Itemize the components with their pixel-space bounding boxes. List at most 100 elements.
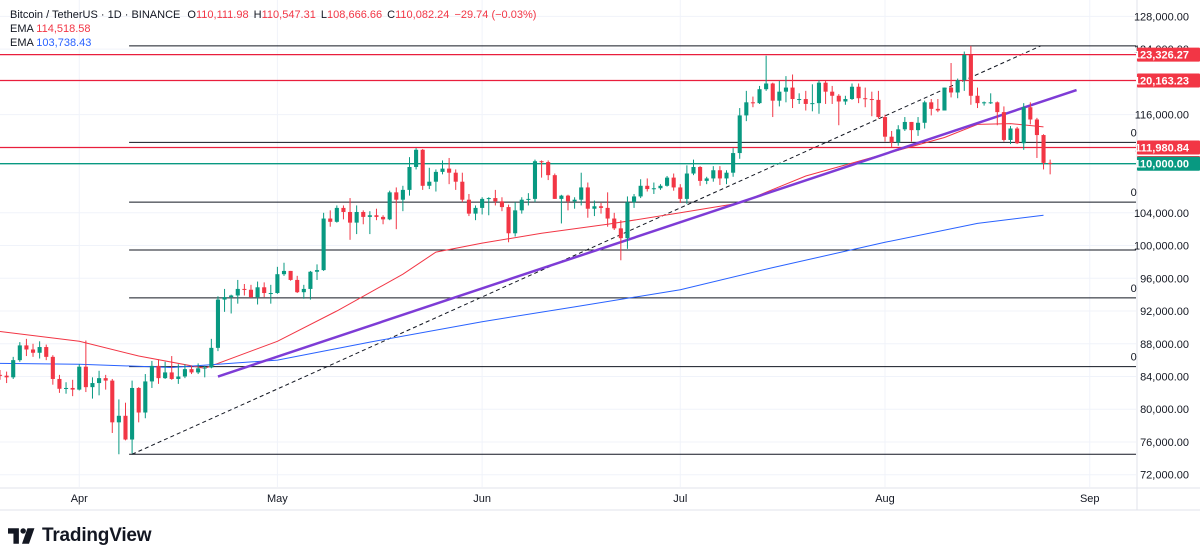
candle-body <box>810 103 815 105</box>
candle <box>790 74 795 109</box>
candle-body <box>24 345 29 350</box>
candle <box>598 202 604 214</box>
tradingview-brand[interactable]: TradingView <box>8 525 152 547</box>
candle <box>618 220 623 261</box>
candle <box>770 82 775 118</box>
candle <box>37 341 42 359</box>
candle-body <box>929 102 934 109</box>
candle <box>592 200 597 217</box>
candles <box>0 45 1053 455</box>
candle <box>863 87 868 108</box>
candle <box>1034 117 1039 158</box>
candle <box>962 51 967 91</box>
candle <box>783 76 789 103</box>
candle <box>367 211 372 235</box>
ema-50-row[interactable]: EMA 114,518.58 <box>10 22 536 36</box>
candle <box>473 205 478 221</box>
candle <box>44 344 49 361</box>
candle-body <box>645 185 650 190</box>
candle <box>691 159 696 176</box>
ema-200-line <box>0 214 1044 369</box>
candle <box>466 193 471 217</box>
candle <box>757 85 762 104</box>
candle <box>301 284 306 299</box>
candle-body <box>618 228 623 239</box>
candle <box>136 387 141 423</box>
candle-body <box>288 270 293 280</box>
candle-body <box>242 288 247 290</box>
candle <box>935 99 940 113</box>
candle <box>235 279 240 304</box>
candle-body <box>30 349 36 353</box>
candle <box>849 83 855 100</box>
candle-body <box>453 172 458 182</box>
candle <box>803 90 808 111</box>
candle <box>889 130 894 148</box>
candle <box>116 399 121 455</box>
candle <box>4 371 9 384</box>
candle-body <box>823 82 828 92</box>
candle <box>1028 102 1033 125</box>
candle <box>942 87 947 111</box>
candle-body <box>612 218 617 229</box>
ema-200-label: EMA <box>10 37 34 49</box>
candle <box>982 101 987 106</box>
candle-body <box>50 356 55 379</box>
candle-body <box>631 196 637 203</box>
candle <box>57 374 62 393</box>
candle-body <box>123 415 128 440</box>
candle-body <box>4 375 9 378</box>
candle-body <box>995 102 1000 113</box>
candle-body <box>209 347 214 368</box>
candle-body <box>314 270 320 272</box>
trendline <box>217 88 1077 378</box>
candle <box>929 99 934 116</box>
candle <box>499 197 505 212</box>
price-label-badge <box>1137 73 1200 88</box>
candle-body <box>559 195 564 199</box>
candle-body <box>949 87 954 93</box>
candle-body <box>215 299 221 348</box>
symbol-label[interactable]: Bitcoin / TetherUS · 1D · BINANCE <box>10 9 181 21</box>
candle-body <box>869 99 874 101</box>
candle-body <box>414 149 419 167</box>
candle-body <box>506 207 511 234</box>
candle <box>97 370 102 396</box>
candle-body <box>37 347 42 353</box>
candle-body <box>678 187 683 199</box>
candle-body <box>143 381 148 413</box>
candle-body <box>552 175 557 199</box>
candle <box>532 159 538 203</box>
candle-body <box>1028 107 1033 120</box>
candle <box>70 379 75 397</box>
candle <box>103 374 108 390</box>
price-axis-tick: 80,000.00 <box>1140 404 1189 416</box>
candle-body <box>420 149 425 186</box>
price-label-text: 110,000.00 <box>1135 159 1189 171</box>
candle <box>169 356 174 380</box>
candle-body <box>922 102 927 123</box>
candle-body <box>301 288 306 293</box>
candle-body <box>1008 128 1013 140</box>
candle-body <box>651 188 656 190</box>
candle <box>526 193 531 206</box>
tradingview-wordmark: TradingView <box>42 525 152 546</box>
candle <box>493 189 498 206</box>
time-axis-tick: Jul <box>673 493 687 505</box>
candle-body <box>579 187 584 200</box>
candle <box>843 95 848 105</box>
candle <box>341 205 346 220</box>
candle <box>750 96 755 108</box>
candle <box>902 117 907 131</box>
candle <box>11 356 16 379</box>
candle-body <box>275 274 280 294</box>
candle <box>731 148 736 177</box>
candle-body <box>856 86 861 99</box>
price-label-badge <box>1137 47 1200 62</box>
ema-200-row[interactable]: EMA 103,738.43 <box>10 36 536 50</box>
candle-body <box>0 374 3 376</box>
time-axis-tick: Aug <box>875 493 895 505</box>
candle <box>506 204 511 243</box>
